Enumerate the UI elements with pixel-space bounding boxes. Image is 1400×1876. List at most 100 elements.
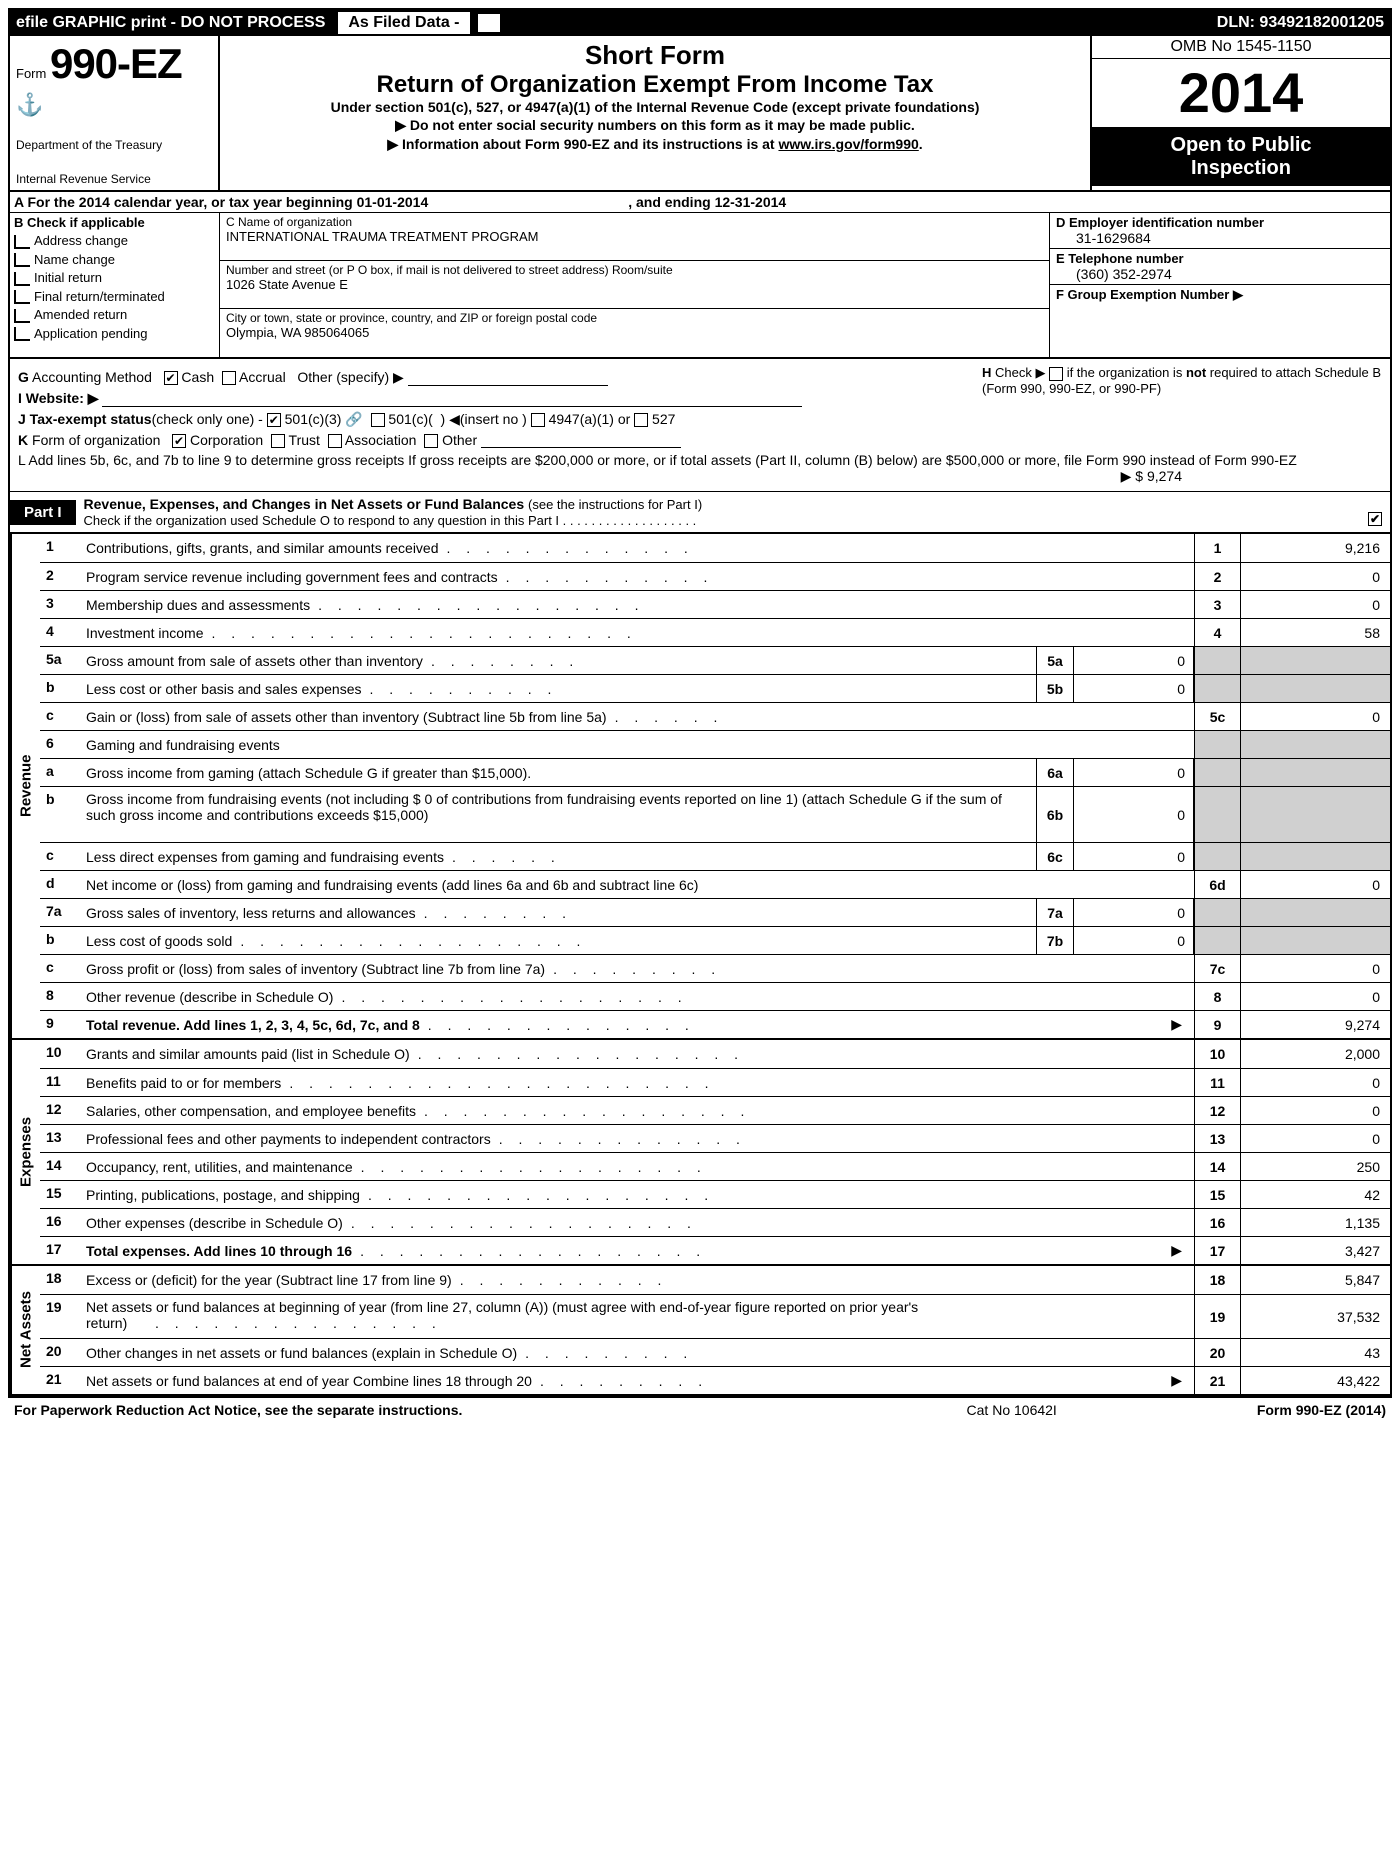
line-8: 8Other revenue (describe in Schedule O).…: [40, 982, 1390, 1010]
line-6d: dNet income or (loss) from gaming and fu…: [40, 870, 1390, 898]
val-6d: 0: [1240, 871, 1390, 898]
val-4: 58: [1240, 619, 1390, 646]
chk-g-accrual[interactable]: [222, 371, 236, 385]
line-4: 4Investment income. . . . . . . . . . . …: [40, 618, 1390, 646]
val-15: 42: [1240, 1181, 1390, 1208]
chk-amended-return[interactable]: [14, 309, 30, 323]
chk-j-501c[interactable]: [371, 413, 385, 427]
line-18: 18Excess or (deficit) for the year (Subt…: [40, 1266, 1390, 1294]
line-6c: cLess direct expenses from gaming and fu…: [40, 842, 1390, 870]
line-h: H Check ▶ if the organization is not req…: [982, 365, 1382, 396]
val-21: 43,422: [1240, 1367, 1390, 1394]
line-12: 12Salaries, other compensation, and empl…: [40, 1096, 1390, 1124]
val-3: 0: [1240, 591, 1390, 618]
line-20: 20Other changes in net assets or fund ba…: [40, 1338, 1390, 1366]
col-b-title: B Check if applicable: [14, 215, 215, 230]
footer-cat-no: Cat No 10642I: [967, 1402, 1257, 1418]
chk-k-corp[interactable]: ✔: [172, 434, 186, 448]
chk-j-4947[interactable]: [531, 413, 545, 427]
line-19: 19Net assets or fund balances at beginni…: [40, 1294, 1390, 1338]
chk-initial-return[interactable]: [14, 272, 30, 286]
form-number: 990-EZ: [50, 40, 182, 87]
line-5a: 5aGross amount from sale of assets other…: [40, 646, 1390, 674]
chk-part1-schedule-o[interactable]: ✔: [1368, 512, 1382, 526]
line-5b: bLess cost or other basis and sales expe…: [40, 674, 1390, 702]
org-street-cell: Number and street (or P O box, if mail i…: [220, 261, 1049, 309]
chk-name-change[interactable]: [14, 253, 30, 267]
line-10: 10Grants and similar amounts paid (list …: [40, 1040, 1390, 1068]
irs-link[interactable]: www.irs.gov/form990: [778, 136, 918, 152]
group-exemption-cell: F Group Exemption Number ▶: [1050, 285, 1390, 305]
dept-treasury: Department of the Treasury: [16, 138, 212, 152]
val-19: 37,532: [1240, 1295, 1390, 1338]
banner-dln: DLN: 93492182001205: [1211, 14, 1390, 32]
val-6a: 0: [1074, 759, 1194, 786]
org-city-cell: City or town, state or province, country…: [220, 309, 1049, 357]
line-j: J Tax-exempt status(check only one) - ✔ …: [18, 411, 1382, 428]
line-14: 14Occupancy, rent, utilities, and mainte…: [40, 1152, 1390, 1180]
val-16: 1,135: [1240, 1209, 1390, 1236]
chk-address-change[interactable]: [14, 235, 30, 249]
chk-h-not-required[interactable]: [1049, 367, 1063, 381]
chk-g-cash[interactable]: ✔: [164, 371, 178, 385]
header-right-col: OMB No 1545-1150 2014 Open to Public Ins…: [1090, 36, 1390, 190]
line-21: 21Net assets or fund balances at end of …: [40, 1366, 1390, 1394]
val-9: 9,274: [1240, 1011, 1390, 1038]
footer-form-ref: Form 990-EZ (2014): [1257, 1402, 1386, 1418]
line-17: 17Total expenses. Add lines 10 through 1…: [40, 1236, 1390, 1264]
tax-year: 2014: [1092, 59, 1390, 128]
val-1: 9,216: [1240, 534, 1390, 562]
header-center-col: Short Form Return of Organization Exempt…: [220, 36, 1090, 190]
line-6b: bGross income from fundraising events (n…: [40, 786, 1390, 842]
chk-j-527[interactable]: [634, 413, 648, 427]
chk-k-other[interactable]: [424, 434, 438, 448]
chk-k-trust[interactable]: [271, 434, 285, 448]
org-street: 1026 State Avenue E: [226, 277, 1043, 292]
chk-k-assoc[interactable]: [328, 434, 342, 448]
line-2: 2Program service revenue including gover…: [40, 562, 1390, 590]
col-b-checkboxes: B Check if applicable Address change Nam…: [10, 213, 220, 357]
tel-value: (360) 352-2974: [1056, 266, 1384, 282]
expenses-side-label: Expenses: [10, 1040, 40, 1264]
irs-icon: ⚓: [16, 92, 212, 118]
form-prefix: Form: [16, 66, 46, 81]
line-1: 1Contributions, gifts, grants, and simil…: [40, 534, 1390, 562]
val-6b: 0: [1074, 787, 1194, 842]
line-15: 15Printing, publications, postage, and s…: [40, 1180, 1390, 1208]
part-1-header: Part I Revenue, Expenses, and Changes in…: [10, 492, 1390, 534]
title-subtitle: Under section 501(c), 527, or 4947(a)(1)…: [224, 99, 1086, 115]
line-7b: bLess cost of goods sold. . . . . . . . …: [40, 926, 1390, 954]
title-short-form: Short Form: [224, 40, 1086, 71]
expenses-section: Expenses 10Grants and similar amounts pa…: [10, 1040, 1390, 1266]
omb-number: OMB No 1545-1150: [1092, 36, 1390, 59]
org-name-cell: C Name of organization INTERNATIONAL TRA…: [220, 213, 1049, 261]
ein-value: 31-1629684: [1056, 230, 1384, 246]
val-18: 5,847: [1240, 1266, 1390, 1294]
val-7c: 0: [1240, 955, 1390, 982]
efile-banner: efile GRAPHIC print - DO NOT PROCESS As …: [10, 10, 1390, 36]
form-footer: For Paperwork Reduction Act Notice, see …: [8, 1398, 1392, 1422]
line-6a: aGross income from gaming (attach Schedu…: [40, 758, 1390, 786]
banner-left: efile GRAPHIC print - DO NOT PROCESS: [10, 14, 331, 32]
line-13: 13Professional fees and other payments t…: [40, 1124, 1390, 1152]
banner-blank-box: [477, 13, 501, 33]
line-6: 6Gaming and fundraising events: [40, 730, 1390, 758]
header-left-col: Form 990-EZ ⚓ Department of the Treasury…: [10, 36, 220, 190]
col-d-numbers: D Employer identification number 31-1629…: [1050, 213, 1390, 357]
val-7b: 0: [1074, 927, 1194, 954]
netassets-side-label: Net Assets: [10, 1266, 40, 1394]
part-1-label: Part I: [10, 500, 76, 525]
tel-cell: E Telephone number (360) 352-2974: [1050, 249, 1390, 285]
ein-cell: D Employer identification number 31-1629…: [1050, 213, 1390, 249]
col-c-org-info: C Name of organization INTERNATIONAL TRA…: [220, 213, 1050, 357]
val-20: 43: [1240, 1339, 1390, 1366]
chk-application-pending[interactable]: [14, 327, 30, 341]
footer-paperwork: For Paperwork Reduction Act Notice, see …: [14, 1402, 967, 1418]
netassets-section: Net Assets 18Excess or (deficit) for the…: [10, 1266, 1390, 1396]
val-10: 2,000: [1240, 1040, 1390, 1068]
chk-final-return[interactable]: [14, 290, 30, 304]
line-16: 16Other expenses (describe in Schedule O…: [40, 1208, 1390, 1236]
line-3: 3Membership dues and assessments. . . . …: [40, 590, 1390, 618]
form-header: Form 990-EZ ⚓ Department of the Treasury…: [10, 36, 1390, 192]
chk-j-501c3[interactable]: ✔: [267, 413, 281, 427]
